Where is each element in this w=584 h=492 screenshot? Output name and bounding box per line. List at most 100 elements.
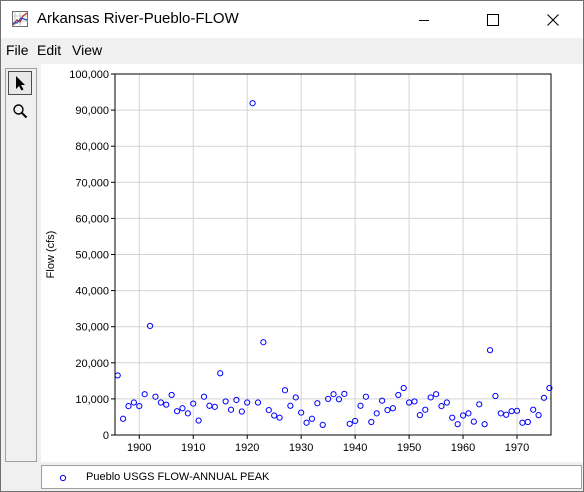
data-point[interactable] <box>481 421 488 428</box>
zoom-tool-button[interactable] <box>8 99 32 123</box>
data-point[interactable] <box>157 399 164 406</box>
data-point[interactable] <box>217 370 224 377</box>
data-point[interactable] <box>190 400 197 407</box>
data-point[interactable] <box>438 403 445 410</box>
data-point[interactable] <box>227 406 235 413</box>
data-point[interactable] <box>546 384 553 392</box>
data-point[interactable] <box>222 398 229 405</box>
data-point[interactable] <box>271 412 278 419</box>
data-point[interactable] <box>454 421 461 428</box>
minimize-button[interactable] <box>401 1 447 38</box>
data-point[interactable] <box>362 393 370 400</box>
data-point[interactable] <box>319 421 326 428</box>
data-point[interactable] <box>179 405 186 412</box>
data-point[interactable] <box>141 391 148 398</box>
data-point[interactable] <box>530 406 537 413</box>
data-point[interactable] <box>206 402 213 409</box>
data-point[interactable] <box>395 391 402 399</box>
data-point[interactable] <box>314 400 321 407</box>
data-point[interactable] <box>346 420 353 427</box>
data-point[interactable] <box>535 412 542 419</box>
data-point[interactable] <box>254 399 262 406</box>
data-point[interactable] <box>540 394 548 401</box>
data-point[interactable] <box>357 402 364 409</box>
menu-edit[interactable]: Edit <box>37 42 62 58</box>
data-point[interactable] <box>260 339 267 346</box>
y-tick-label: 70,000 <box>75 177 109 189</box>
pointer-tool-button[interactable] <box>8 71 32 95</box>
data-point[interactable] <box>497 410 504 417</box>
x-tick-label: 1970 <box>505 442 529 454</box>
data-point[interactable] <box>244 399 251 406</box>
data-point[interactable] <box>422 406 429 413</box>
data-point[interactable] <box>249 100 256 107</box>
data-point[interactable] <box>449 414 456 421</box>
data-point[interactable] <box>524 418 531 426</box>
data-point[interactable] <box>352 417 359 425</box>
data-point[interactable] <box>276 414 283 421</box>
legend: Pueblo USGS FLOW-ANNUAL PEAK <box>41 465 582 489</box>
y-tick-label: 50,000 <box>75 250 109 262</box>
y-tick-label: 30,000 <box>75 322 109 334</box>
data-point[interactable] <box>443 399 450 406</box>
data-point[interactable] <box>287 402 294 409</box>
data-point[interactable] <box>110 409 116 414</box>
menu-view[interactable]: View <box>72 42 103 58</box>
close-icon <box>547 13 559 26</box>
data-point[interactable] <box>416 412 423 419</box>
data-point[interactable] <box>130 399 137 406</box>
data-point[interactable] <box>486 347 494 354</box>
data-point[interactable] <box>513 407 521 414</box>
data-point[interactable] <box>136 403 143 410</box>
data-point[interactable] <box>152 393 159 400</box>
data-point[interactable] <box>389 405 396 412</box>
data-point[interactable] <box>508 408 515 415</box>
data-point[interactable] <box>195 417 202 424</box>
data-point[interactable] <box>168 391 175 399</box>
data-point[interactable] <box>341 390 348 397</box>
data-point[interactable] <box>211 403 218 410</box>
data-point[interactable] <box>325 395 332 402</box>
scatter-chart[interactable]: 0 10,000 20,000 30,000 40,000 50,000 60,000 70,… <box>41 64 583 462</box>
data-point[interactable] <box>184 410 191 417</box>
data-point[interactable] <box>465 410 472 417</box>
data-point[interactable] <box>238 408 245 415</box>
data-point[interactable] <box>146 322 154 330</box>
data-point[interactable] <box>492 392 499 400</box>
maximize-button[interactable] <box>470 1 516 38</box>
data-point[interactable] <box>115 372 121 379</box>
data-point[interactable] <box>476 401 483 408</box>
x-tick-label: 1930 <box>289 442 313 454</box>
data-point[interactable] <box>163 401 170 408</box>
title-bar[interactable]: Arkansas River-Pueblo-FLOW <box>1 1 583 38</box>
data-point[interactable] <box>200 393 208 400</box>
x-tick-label: 1900 <box>127 442 151 454</box>
data-point[interactable] <box>432 391 440 398</box>
data-point[interactable] <box>368 418 375 426</box>
data-point[interactable] <box>308 415 316 422</box>
zoom-magnifier-icon <box>13 104 28 119</box>
data-point[interactable] <box>265 406 272 414</box>
data-point[interactable] <box>427 394 434 401</box>
data-point[interactable] <box>292 394 299 401</box>
data-point[interactable] <box>173 408 181 415</box>
data-point[interactable] <box>298 409 305 416</box>
data-point[interactable] <box>379 397 386 404</box>
data-point[interactable] <box>459 412 467 419</box>
data-point[interactable] <box>519 419 526 426</box>
data-point[interactable] <box>411 398 418 405</box>
data-point[interactable] <box>119 415 127 422</box>
data-point[interactable] <box>470 418 477 425</box>
close-button[interactable] <box>530 1 576 38</box>
data-point[interactable] <box>373 410 380 417</box>
data-point[interactable] <box>233 396 240 404</box>
data-point[interactable] <box>281 387 289 394</box>
data-point[interactable] <box>384 406 391 414</box>
data-point[interactable] <box>503 411 510 418</box>
data-point[interactable] <box>400 384 407 392</box>
data-point[interactable] <box>303 419 310 426</box>
data-point[interactable] <box>335 396 343 403</box>
data-point[interactable] <box>125 403 132 410</box>
menu-file[interactable]: File <box>6 42 29 58</box>
data-point[interactable] <box>330 391 337 398</box>
